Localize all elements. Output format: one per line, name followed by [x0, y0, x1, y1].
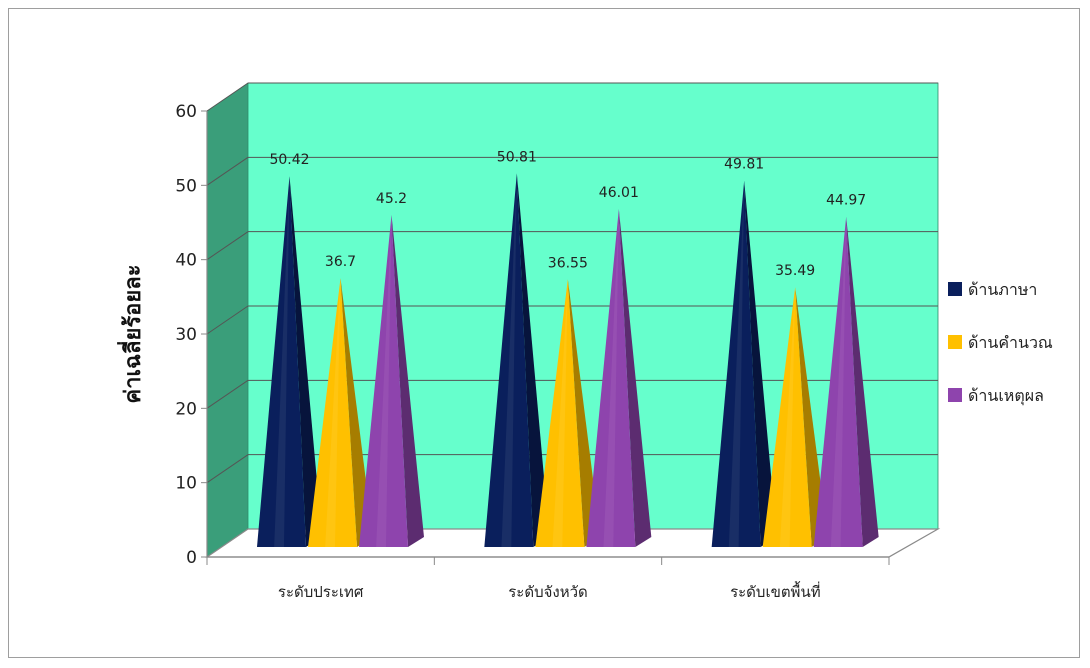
pyramid-highlight-1-1 [552, 279, 568, 547]
pyramid-bar-0-0 [257, 176, 306, 547]
pyramid-bar-2-2 [813, 216, 863, 547]
data-label-1-1: 36.55 [548, 255, 588, 271]
y-tick-label: 10 [175, 474, 197, 494]
gridline-diagonal [206, 231, 249, 261]
data-label-2-1: 35.49 [775, 263, 815, 279]
pyramid-side-0-0 [289, 176, 322, 547]
legend-label-0: ด้านภาษา [968, 280, 1037, 299]
data-label-2-2: 44.97 [826, 193, 866, 209]
pyramid-bars [257, 173, 879, 548]
pyramid-bar-0-2 [359, 215, 408, 547]
pyramid-bar-1-0 [484, 173, 534, 548]
legend-swatch-1 [948, 335, 962, 349]
x-category-label: ระดับจังหวัด [508, 583, 588, 601]
data-label-0-2: 45.2 [376, 191, 407, 207]
pyramid-side-1-2 [618, 208, 652, 547]
legend-swatch-2 [948, 388, 962, 402]
data-label-1-0: 50.81 [497, 149, 537, 165]
y-tick-label: 20 [175, 399, 197, 419]
pyramid-side-0-2 [391, 215, 424, 547]
pyramid-highlight-2-0 [728, 180, 745, 547]
pyramid-side-2-1 [795, 287, 828, 547]
pyramid-highlight-0-2 [376, 215, 392, 547]
y-axis-label: ค่าเฉลี่ยร้อยละ [116, 264, 146, 403]
pyramid-side-1-0 [516, 173, 550, 548]
pyramid-highlight-2-2 [830, 216, 847, 547]
pyramid-highlight-0-0 [274, 176, 290, 547]
legend-swatch-0 [948, 282, 962, 296]
pyramid-side-2-2 [846, 216, 879, 547]
y-tick-label: 30 [175, 325, 197, 345]
gridline-diagonal [206, 305, 249, 335]
gridline-diagonal [206, 82, 249, 112]
data-label-0-0: 50.42 [269, 152, 309, 168]
data-labels: 50.42 36.7 45.2 50.81 36.55 46.01 49.81 35.49 44… [269, 149, 866, 279]
y-axis-ticks: 0 10 20 30 40 50 60 [175, 102, 208, 568]
pyramid-bar-0-1 [308, 278, 357, 547]
data-label-2-0: 49.81 [724, 157, 764, 173]
pyramid-side-2-0 [744, 180, 777, 547]
y-tick-label: 0 [186, 548, 197, 568]
y-tick-label: 50 [175, 176, 197, 196]
pyramid-side-0-1 [340, 278, 373, 547]
pyramid-bar-2-0 [711, 180, 761, 547]
data-label-1-2: 46.01 [599, 185, 639, 201]
pyramid-side-1-1 [567, 279, 601, 547]
pyramid-highlight-0-1 [325, 278, 341, 547]
pyramid-highlight-1-2 [603, 208, 619, 547]
legend-label-2: ด้านเหตุผล [968, 386, 1044, 406]
y-tick-label: 40 [175, 251, 197, 271]
pyramid-bar-1-1 [535, 279, 585, 547]
x-category-label: ระดับเขตพื้นที่ [730, 581, 821, 601]
x-category-label: ระดับประเทศ [278, 583, 364, 601]
pyramid-bar-2-1 [762, 287, 812, 547]
y-tick-label: 60 [175, 102, 197, 122]
pyramid-bar-1-2 [586, 208, 636, 547]
gridline-diagonal [206, 379, 249, 409]
data-label-0-1: 36.7 [325, 254, 356, 270]
x-axis: ระดับประเทศ ระดับจังหวัด ระดับเขตพื้นที่ [206, 556, 890, 601]
gridline-diagonal [206, 454, 249, 484]
pyramid-highlight-2-1 [779, 287, 796, 547]
legend-label-1: ด้านคำนวณ [968, 333, 1053, 352]
pyramid-highlight-1-0 [501, 173, 517, 548]
gridline-diagonal [206, 156, 249, 186]
